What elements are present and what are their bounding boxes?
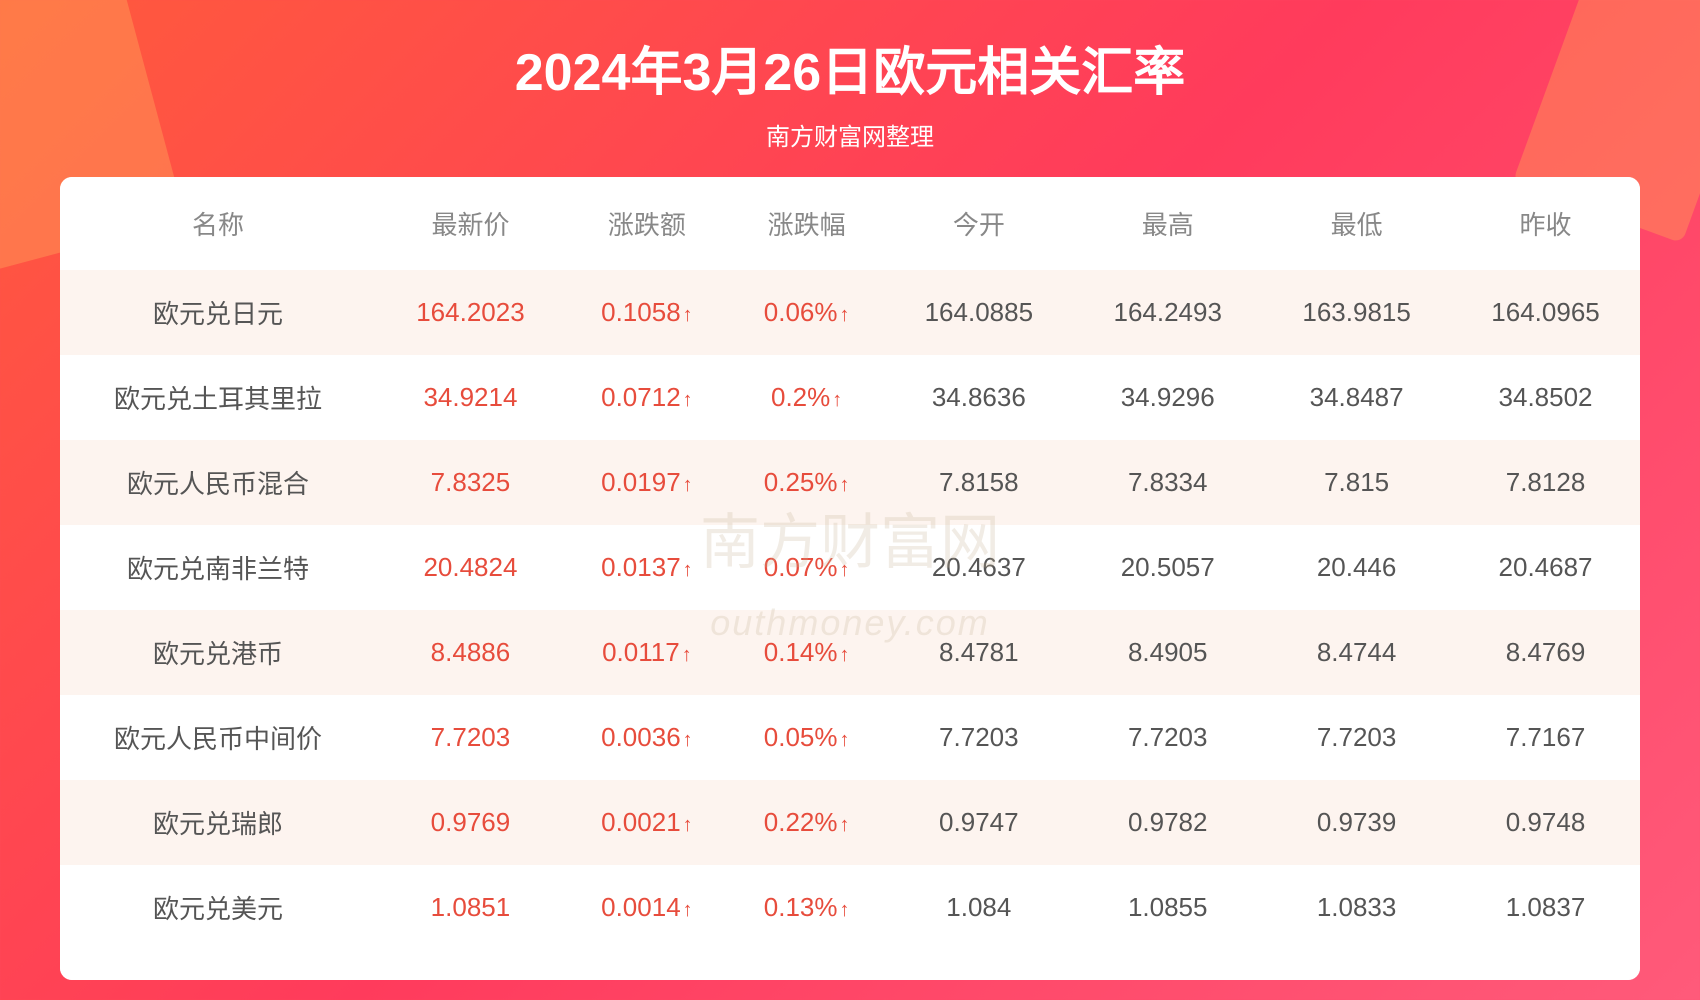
table-cell: 34.8487 [1262,355,1451,440]
table-cell: 8.4905 [1073,610,1262,695]
table-cell: 0.13% [729,865,884,950]
table-cell: 0.0137 [565,525,729,610]
table-cell: 0.0036 [565,695,729,780]
table-cell: 0.05% [729,695,884,780]
table-row: 欧元兑日元164.20230.10580.06%164.0885164.2493… [60,270,1640,355]
table-cell: 1.0837 [1451,865,1640,950]
table-cell: 欧元兑港币 [60,610,376,695]
col-low: 最低 [1262,177,1451,270]
table-cell: 0.07% [729,525,884,610]
table-cell: 20.4824 [376,525,565,610]
table-cell: 8.4886 [376,610,565,695]
table-cell: 0.1058 [565,270,729,355]
table-cell: 0.0197 [565,440,729,525]
table-row: 欧元人民币中间价7.72030.00360.05%7.72037.72037.7… [60,695,1640,780]
table-cell: 7.8334 [1073,440,1262,525]
table-cell: 1.0851 [376,865,565,950]
table-cell: 0.9782 [1073,780,1262,865]
table-cell: 7.7203 [1073,695,1262,780]
table-cell: 0.0021 [565,780,729,865]
table-cell: 20.5057 [1073,525,1262,610]
col-name: 名称 [60,177,376,270]
table-cell: 欧元兑美元 [60,865,376,950]
table-row: 欧元兑美元1.08510.00140.13%1.0841.08551.08331… [60,865,1640,950]
table-cell: 20.446 [1262,525,1451,610]
table-cell: 164.2493 [1073,270,1262,355]
table-cell: 7.7167 [1451,695,1640,780]
table-cell: 欧元人民币混合 [60,440,376,525]
table-cell: 1.0855 [1073,865,1262,950]
table-cell: 0.2% [729,355,884,440]
table-cell: 1.0833 [1262,865,1451,950]
table-cell: 欧元兑南非兰特 [60,525,376,610]
table-cell: 34.8502 [1451,355,1640,440]
table-cell: 164.0965 [1451,270,1640,355]
table-row: 欧元兑南非兰特20.48240.01370.07%20.463720.50572… [60,525,1640,610]
table-header-row: 名称 最新价 涨跌额 涨跌幅 今开 最高 最低 昨收 [60,177,1640,270]
table-cell: 8.4744 [1262,610,1451,695]
table-cell: 0.9769 [376,780,565,865]
col-pct: 涨跌幅 [729,177,884,270]
table-cell: 0.06% [729,270,884,355]
table-cell: 0.0712 [565,355,729,440]
table-cell: 0.9748 [1451,780,1640,865]
table-row: 欧元兑瑞郎0.97690.00210.22%0.97470.97820.9739… [60,780,1640,865]
table-row: 欧元兑土耳其里拉34.92140.07120.2%34.863634.92963… [60,355,1640,440]
table-cell: 0.9747 [884,780,1073,865]
table-cell: 0.0014 [565,865,729,950]
page-title: 2024年3月26日欧元相关汇率 [60,30,1640,105]
table-cell: 7.7203 [1262,695,1451,780]
col-prev: 昨收 [1451,177,1640,270]
col-open: 今开 [884,177,1073,270]
table-cell: 0.22% [729,780,884,865]
table-cell: 欧元兑瑞郎 [60,780,376,865]
table-cell: 7.815 [1262,440,1451,525]
table-cell: 34.9214 [376,355,565,440]
table-cell: 欧元兑日元 [60,270,376,355]
table-cell: 7.8128 [1451,440,1640,525]
col-change: 涨跌额 [565,177,729,270]
table-cell: 1.084 [884,865,1073,950]
col-latest: 最新价 [376,177,565,270]
table-cell: 34.9296 [1073,355,1262,440]
table-cell: 7.8325 [376,440,565,525]
table-cell: 8.4769 [1451,610,1640,695]
table-cell: 163.9815 [1262,270,1451,355]
table-cell: 20.4637 [884,525,1073,610]
table-cell: 欧元人民币中间价 [60,695,376,780]
table-cell: 8.4781 [884,610,1073,695]
table-cell: 0.14% [729,610,884,695]
table-row: 欧元人民币混合7.83250.01970.25%7.81587.83347.81… [60,440,1640,525]
table-cell: 欧元兑土耳其里拉 [60,355,376,440]
main-container: 2024年3月26日欧元相关汇率 南方财富网整理 南方财富网 outhmoney… [0,0,1700,1000]
table-wrapper: 南方财富网 outhmoney.com 名称 最新价 涨跌额 涨跌幅 今开 最高… [60,177,1640,980]
table-cell: 0.0117 [565,610,729,695]
table-cell: 164.0885 [884,270,1073,355]
col-high: 最高 [1073,177,1262,270]
table-cell: 20.4687 [1451,525,1640,610]
table-row: 欧元兑港币8.48860.01170.14%8.47818.49058.4744… [60,610,1640,695]
table-cell: 7.8158 [884,440,1073,525]
exchange-rate-table: 名称 最新价 涨跌额 涨跌幅 今开 最高 最低 昨收 欧元兑日元164.2023… [60,177,1640,950]
page-subtitle: 南方财富网整理 [60,117,1640,152]
table-cell: 0.9739 [1262,780,1451,865]
table-cell: 164.2023 [376,270,565,355]
disclaimer-text: 本站提供的汇率仅供参考，最终以各银行实际交易汇率为准。对使用当前汇率所导致的结果… [60,950,1640,980]
table-cell: 34.8636 [884,355,1073,440]
table-cell: 7.7203 [884,695,1073,780]
table-cell: 7.7203 [376,695,565,780]
table-cell: 0.25% [729,440,884,525]
